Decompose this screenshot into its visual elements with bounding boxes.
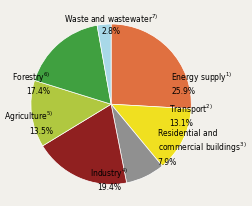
Wedge shape bbox=[97, 25, 111, 105]
Wedge shape bbox=[35, 26, 111, 105]
Wedge shape bbox=[31, 81, 111, 146]
Text: Transport$^{2)}$
13.1%: Transport$^{2)}$ 13.1% bbox=[169, 102, 213, 128]
Wedge shape bbox=[111, 105, 191, 166]
Wedge shape bbox=[111, 105, 162, 183]
Text: Waste and wastewater$^{7)}$
2.8%: Waste and wastewater$^{7)}$ 2.8% bbox=[64, 13, 158, 36]
Wedge shape bbox=[43, 105, 127, 185]
Text: Energy supply$^{1)}$
25.9%: Energy supply$^{1)}$ 25.9% bbox=[171, 70, 233, 96]
Text: Residential and
commercial buildings$^{3)}$
7.9%: Residential and commercial buildings$^{3… bbox=[158, 128, 246, 166]
Wedge shape bbox=[111, 25, 191, 109]
Text: Agriculture$^{5)}$
13.5%: Agriculture$^{5)}$ 13.5% bbox=[4, 110, 53, 135]
Text: Forestry$^{6)}$
17.4%: Forestry$^{6)}$ 17.4% bbox=[12, 70, 50, 96]
Text: Industry$^{4)}$
19.4%: Industry$^{4)}$ 19.4% bbox=[90, 165, 129, 191]
